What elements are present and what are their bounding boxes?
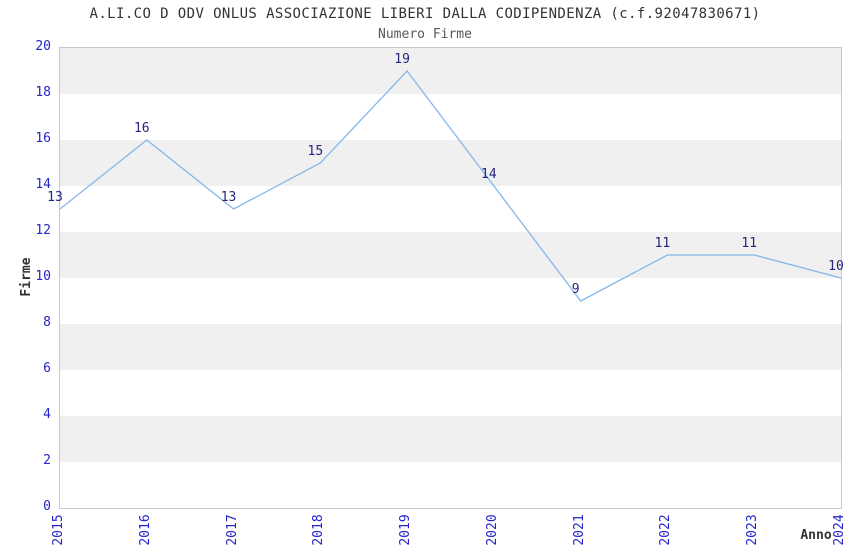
y-axis-title: Firme [19, 257, 34, 297]
x-axis-title: Anno [800, 528, 832, 543]
x-tick-label: 2016 [137, 514, 153, 546]
point-label: 11 [741, 236, 758, 251]
point-label: 10 [828, 259, 844, 274]
x-tick-label: 2017 [224, 514, 240, 546]
y-tick-label: 20 [35, 39, 51, 54]
point-label: 15 [307, 144, 324, 159]
x-tick-label: 2018 [311, 514, 327, 546]
y-tick-label: 4 [43, 407, 51, 422]
y-tick-label: 8 [43, 315, 51, 330]
point-label: 13 [47, 190, 63, 205]
x-tick-label: 2023 [745, 514, 761, 546]
x-tick-label: 2022 [658, 514, 674, 546]
y-tick-label: 6 [43, 361, 51, 376]
y-tick-label: 18 [35, 85, 51, 100]
plot-area [59, 47, 842, 509]
line-series [59, 69, 842, 302]
point-label: 13 [220, 190, 237, 205]
point-label: 9 [571, 282, 580, 297]
y-tick-label: 0 [43, 499, 51, 514]
x-tick-label: 2024 [832, 514, 847, 546]
x-tick-label: 2020 [484, 514, 500, 546]
chart-subtitle: Numero Firme [378, 27, 472, 42]
y-tick-label: 14 [35, 177, 51, 192]
x-tick-label: 2015 [51, 514, 66, 546]
point-label: 14 [481, 167, 497, 182]
point-label: 19 [394, 52, 410, 67]
y-tick-label: 12 [35, 223, 51, 238]
y-tick-label: 16 [35, 131, 51, 146]
point-label: 16 [133, 121, 150, 136]
chart-title: A.LI.CO D ODV ONLUS ASSOCIAZIONE LIBERI … [89, 6, 761, 22]
y-tick-label: 2 [43, 453, 51, 468]
series-line [59, 69, 842, 302]
point-label: 11 [654, 236, 671, 251]
y-tick-label: 10 [35, 269, 51, 284]
x-tick-label: 2021 [571, 514, 587, 546]
x-tick-label: 2019 [398, 514, 414, 546]
